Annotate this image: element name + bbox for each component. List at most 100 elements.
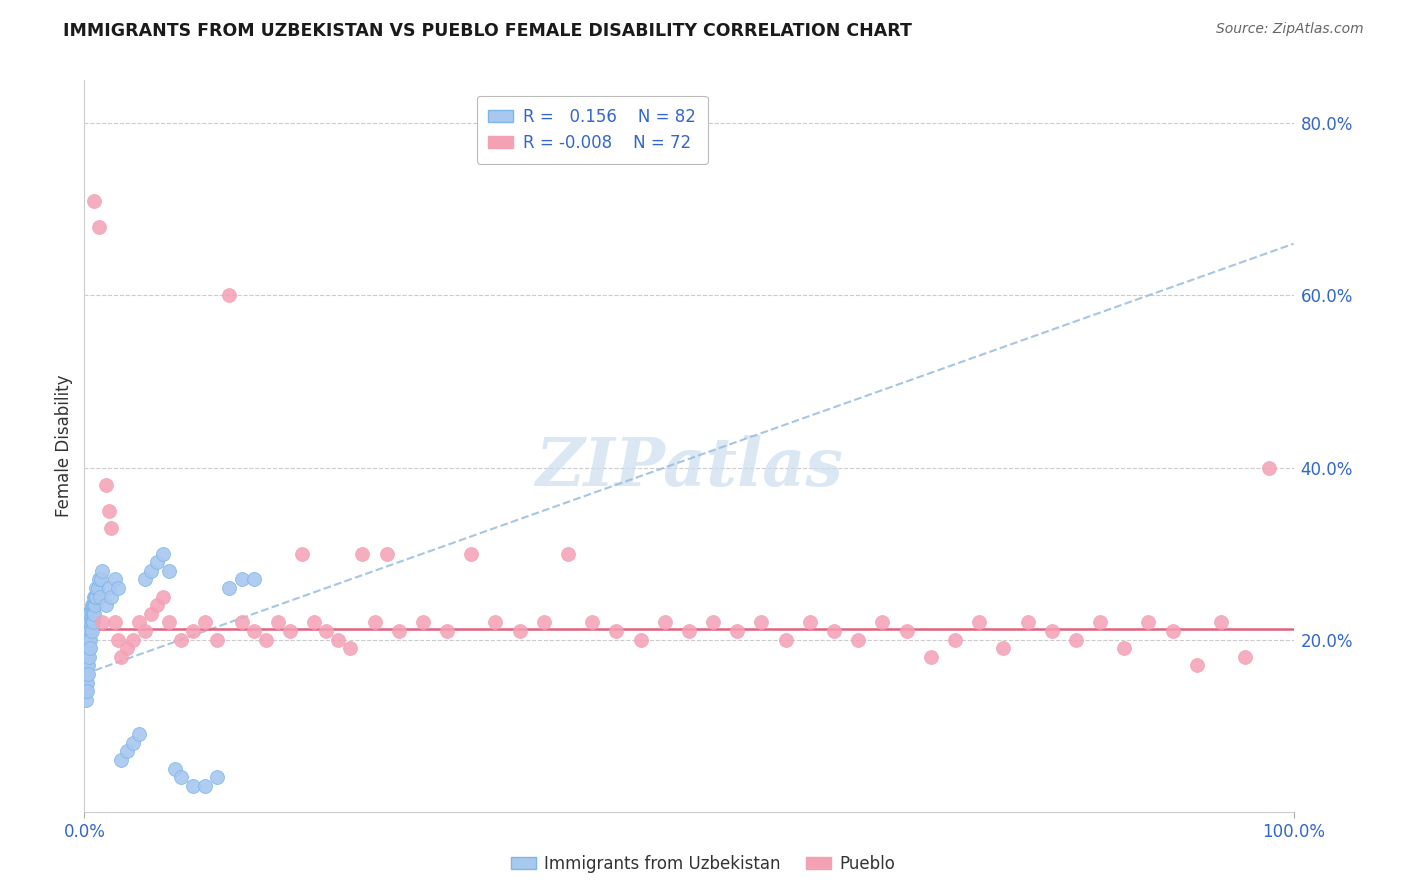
Text: Source: ZipAtlas.com: Source: ZipAtlas.com [1216, 22, 1364, 37]
Point [89, 590, 111, 604]
Point [75, 675, 97, 690]
Point [436, 624, 458, 638]
Legend: R =   0.156    N = 82, R = -0.008    N = 72: R = 0.156 N = 82, R = -0.008 N = 72 [477, 96, 707, 163]
Point [80, 598, 103, 612]
Point [86, 581, 108, 595]
Point [94, 598, 117, 612]
Point [823, 624, 845, 638]
Point [110, 753, 132, 767]
Point [77, 607, 100, 621]
Point [302, 615, 325, 630]
Point [557, 547, 579, 561]
Point [79, 615, 101, 630]
Point [1088, 615, 1111, 630]
Point [76, 624, 98, 638]
Point [76, 684, 98, 698]
Point [80, 607, 103, 621]
Point [104, 615, 127, 630]
Point [139, 607, 162, 621]
Point [75, 667, 97, 681]
Point [1017, 615, 1039, 630]
Point [152, 547, 174, 561]
Point [97, 581, 120, 595]
Point [363, 615, 385, 630]
Point [605, 624, 627, 638]
Point [82, 598, 104, 612]
Point [920, 649, 942, 664]
Point [1064, 632, 1087, 647]
Point [86, 581, 108, 595]
Point [91, 615, 114, 630]
Point [194, 779, 217, 793]
Point [170, 632, 193, 647]
Point [943, 632, 966, 647]
Point [654, 615, 676, 630]
Point [104, 573, 127, 587]
Point [509, 624, 531, 638]
Point [242, 573, 264, 587]
Point [77, 615, 100, 630]
Point [181, 624, 204, 638]
Point [75, 649, 97, 664]
Point [194, 615, 217, 630]
Point [84, 598, 107, 612]
Point [107, 632, 129, 647]
Point [231, 615, 253, 630]
Point [1234, 649, 1257, 664]
Point [77, 615, 100, 630]
Point [328, 632, 350, 647]
Point [152, 590, 174, 604]
Point [1137, 615, 1160, 630]
Point [76, 607, 98, 621]
Point [79, 607, 101, 621]
Point [725, 624, 748, 638]
Point [207, 770, 229, 784]
Point [77, 641, 100, 656]
Point [115, 641, 138, 656]
Point [678, 624, 700, 638]
Point [79, 624, 101, 638]
Point [315, 624, 337, 638]
Point [90, 573, 112, 587]
Point [846, 632, 869, 647]
Point [231, 573, 253, 587]
Point [100, 590, 122, 604]
Point [1114, 641, 1136, 656]
Point [242, 624, 264, 638]
Point [76, 675, 98, 690]
Y-axis label: Female Disability: Female Disability [55, 375, 73, 517]
Point [121, 736, 143, 750]
Point [484, 615, 506, 630]
Point [91, 564, 114, 578]
Point [77, 667, 100, 681]
Point [75, 658, 97, 673]
Point [115, 744, 138, 758]
Text: ZIPatlas: ZIPatlas [536, 435, 842, 500]
Point [86, 590, 108, 604]
Point [76, 632, 98, 647]
Point [77, 632, 100, 647]
Point [278, 624, 301, 638]
Point [75, 632, 97, 647]
Point [775, 632, 797, 647]
Point [207, 632, 229, 647]
Point [75, 684, 97, 698]
Point [77, 641, 100, 656]
Point [967, 615, 990, 630]
Point [76, 658, 98, 673]
Point [77, 624, 100, 638]
Point [157, 564, 180, 578]
Point [82, 607, 104, 621]
Point [218, 288, 240, 302]
Point [121, 632, 143, 647]
Point [76, 615, 98, 630]
Point [77, 607, 100, 621]
Point [75, 693, 97, 707]
Point [139, 564, 162, 578]
Point [339, 641, 361, 656]
Point [896, 624, 918, 638]
Point [83, 590, 105, 604]
Point [84, 590, 107, 604]
Point [80, 624, 103, 638]
Point [83, 598, 105, 612]
